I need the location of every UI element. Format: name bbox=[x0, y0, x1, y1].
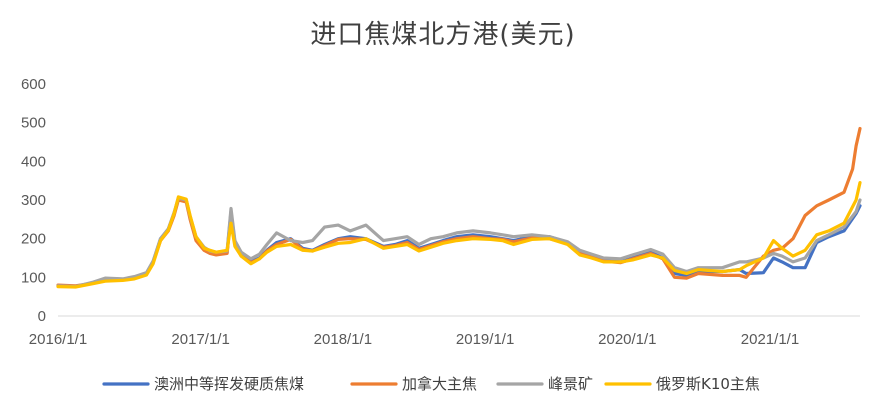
y-tick-label: 200 bbox=[21, 231, 46, 248]
x-tick-label: 2021/1/1 bbox=[741, 331, 799, 348]
x-tick-label: 2019/1/1 bbox=[456, 331, 514, 348]
y-tick-label: 300 bbox=[21, 192, 46, 209]
series-line-2 bbox=[56, 196, 862, 289]
legend-label: 俄罗斯K10主焦 bbox=[656, 375, 760, 393]
chart-title: 进口焦煤北方港(美元) bbox=[310, 20, 576, 50]
y-tick-label: 400 bbox=[21, 153, 46, 170]
x-tick-label: 2018/1/1 bbox=[314, 331, 372, 348]
x-tick-label: 2016/1/1 bbox=[29, 331, 87, 348]
series-line-3 bbox=[56, 181, 862, 289]
legend-label: 澳洲中等挥发硬质焦煤 bbox=[154, 375, 304, 393]
y-tick-label: 500 bbox=[21, 115, 46, 132]
x-tick-label: 2017/1/1 bbox=[171, 331, 229, 348]
series-lines bbox=[56, 126, 862, 289]
x-axis-ticks: 2016/1/1 2017/1/1 2018/1/1 2019/1/1 2020/1/1… bbox=[29, 331, 799, 348]
legend: 澳洲中等挥发硬质焦煤 加拿大主焦 峰景矿 俄罗斯K10主焦 bbox=[102, 375, 760, 393]
legend-label: 加拿大主焦 bbox=[402, 375, 477, 393]
y-tick-label: 100 bbox=[21, 269, 46, 286]
x-tick-label: 2020/1/1 bbox=[598, 331, 656, 348]
legend-label: 峰景矿 bbox=[548, 375, 593, 393]
series-line-0 bbox=[56, 196, 862, 289]
y-axis-ticks: 0 100 200 300 400 500 600 bbox=[21, 76, 46, 325]
y-tick-label: 0 bbox=[38, 308, 46, 325]
series-line-1 bbox=[56, 126, 862, 288]
y-tick-label: 600 bbox=[21, 76, 46, 93]
